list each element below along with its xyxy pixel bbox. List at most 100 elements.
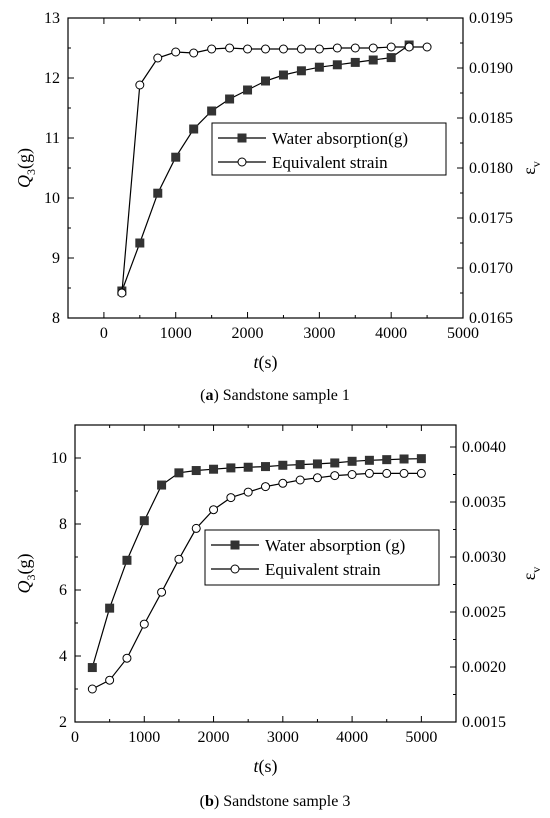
- data-point-square: [171, 152, 181, 162]
- data-point-square: [209, 464, 219, 474]
- y2-tick-label: 0.0020: [462, 659, 506, 676]
- data-point-circle: [312, 473, 322, 483]
- data-point-square: [312, 459, 322, 469]
- data-point-circle: [314, 44, 324, 54]
- legend-box: [204, 529, 440, 586]
- x-tick-label: 3000: [267, 729, 299, 746]
- legend-marker-circle: [237, 157, 247, 167]
- data-point-square: [382, 455, 392, 465]
- x-tick-label: 5000: [447, 325, 479, 342]
- data-point-square: [191, 466, 201, 476]
- data-point-square: [278, 460, 288, 470]
- y-tick-label: 9: [52, 250, 60, 267]
- legend: Water absorption(g) Equivalent strain: [211, 122, 447, 176]
- legend-marker-circle: [230, 564, 240, 574]
- y-tick-label: 4: [59, 648, 67, 665]
- data-point-square: [226, 463, 236, 473]
- legend-marker-square: [237, 133, 247, 143]
- data-point-square: [122, 555, 132, 565]
- x-tick-label: 2000: [198, 729, 230, 746]
- data-point-circle: [416, 468, 426, 478]
- data-point-circle: [225, 43, 235, 53]
- y2-tick-label: 0.0170: [469, 260, 513, 277]
- data-point-square: [105, 603, 115, 613]
- y2-tick-label: 0.0175: [469, 210, 513, 227]
- y2-tick-label: 0.0035: [462, 494, 506, 511]
- data-point-square: [330, 458, 340, 468]
- data-point-circle: [399, 468, 409, 478]
- data-point-circle: [382, 468, 392, 478]
- data-point-square: [368, 55, 378, 65]
- y-tick-label: 13: [44, 10, 60, 27]
- legend-label: Equivalent strain: [272, 153, 388, 172]
- data-point-square: [399, 454, 409, 464]
- data-point-circle: [117, 288, 127, 298]
- data-point-square: [135, 238, 145, 248]
- y2-tick-label: 0.0165: [469, 310, 513, 327]
- data-point-circle: [243, 487, 253, 497]
- data-point-circle: [191, 523, 201, 533]
- x-axis-title: t(s): [253, 756, 277, 777]
- data-point-circle: [296, 44, 306, 54]
- data-point-square: [386, 53, 396, 63]
- data-point-square: [225, 94, 235, 104]
- y2-tick-label: 0.0040: [462, 439, 506, 456]
- data-point-square: [243, 462, 253, 472]
- data-point-square: [347, 456, 357, 466]
- legend-label: Water absorption (g): [265, 536, 405, 555]
- data-point-square: [296, 66, 306, 76]
- data-point-circle: [135, 80, 145, 90]
- legend: Water absorption (g) Equivalent strain: [204, 529, 440, 586]
- chart-panel-1: 0 1000 2000 3000 4000 5000 8 9 10 11 12 13 0.0165 0.0…: [14, 10, 543, 404]
- data-point-square: [332, 60, 342, 70]
- y2-axis-title: εv: [519, 567, 543, 581]
- data-point-circle: [332, 43, 342, 53]
- x-tick-label: 1000: [160, 325, 192, 342]
- y2-tick-label: 0.0190: [469, 60, 513, 77]
- data-point-circle: [105, 675, 115, 685]
- data-point-circle: [87, 684, 97, 694]
- data-point-circle: [350, 43, 360, 53]
- data-point-circle: [174, 554, 184, 564]
- chart-panel-2: 0 1000 2000 3000 4000 5000 2 4 6 8 10 0.0015 0.0020 0…: [14, 424, 543, 810]
- plot-frame: [74, 424, 457, 723]
- data-point-square: [416, 454, 426, 464]
- x-tick-label: 0: [71, 729, 79, 746]
- y-tick-label: 12: [44, 70, 60, 87]
- data-point-square: [87, 663, 97, 673]
- x-tick-label: 3000: [303, 325, 335, 342]
- data-point-square: [278, 70, 288, 80]
- y2-tick-label: 0.0015: [462, 714, 506, 731]
- data-point-square: [364, 455, 374, 465]
- legend-label: Equivalent strain: [265, 560, 381, 579]
- data-point-square: [189, 124, 199, 134]
- data-point-circle: [422, 42, 432, 52]
- data-point-square: [139, 516, 149, 526]
- legend-label: Water absorption(g): [272, 129, 408, 148]
- legend-marker-square: [230, 540, 240, 550]
- y-tick-label: 8: [52, 310, 60, 327]
- y2-tick-label: 0.0195: [469, 10, 513, 27]
- data-point-circle: [139, 619, 149, 629]
- legend-box: [211, 122, 447, 176]
- y2-axis-title: εv: [519, 161, 543, 175]
- y2-tick-label: 0.0030: [462, 549, 506, 566]
- data-point-circle: [207, 44, 217, 54]
- x-tick-label: 2000: [232, 325, 264, 342]
- y-axis-title: Q3(g): [14, 554, 38, 594]
- y-axis-title: Q3(g): [14, 148, 38, 188]
- x-axis-title: t(s): [253, 352, 277, 373]
- data-point-circle: [386, 42, 396, 52]
- y2-tick-label: 0.0180: [469, 160, 513, 177]
- data-point-circle: [278, 478, 288, 488]
- data-point-square: [243, 85, 253, 95]
- x-tick-label: 4000: [336, 729, 368, 746]
- y-tick-label: 8: [59, 516, 67, 533]
- data-point-circle: [261, 44, 270, 54]
- y-tick-label: 11: [45, 130, 60, 147]
- data-point-circle: [122, 653, 132, 663]
- data-point-circle: [368, 43, 378, 53]
- data-point-square: [153, 188, 163, 198]
- data-point-circle: [404, 42, 414, 52]
